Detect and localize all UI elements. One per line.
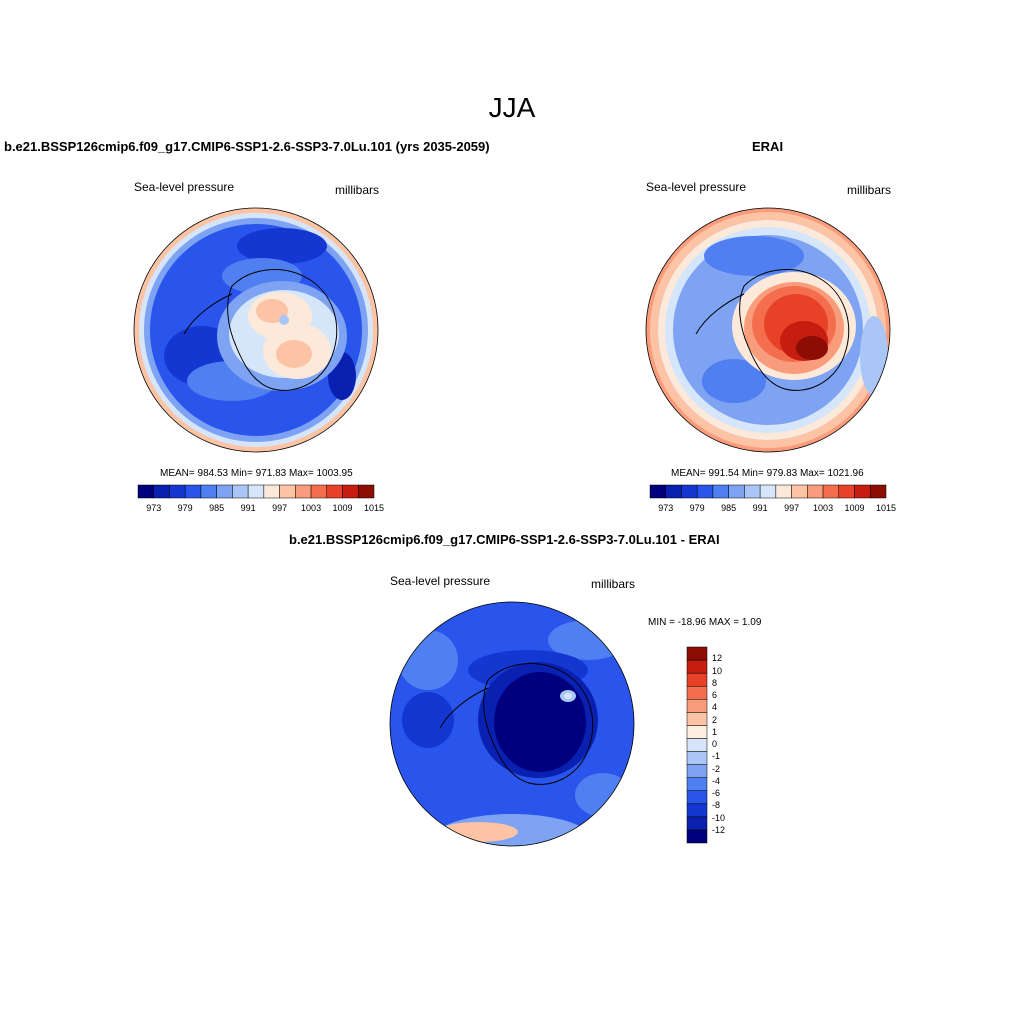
panel-3-colorbar-box (686, 672, 708, 687)
panel-1-colorbar-box (216, 484, 233, 499)
panel-2-colorbar-box (744, 484, 761, 499)
panel-1-colorbar-tick-label: 991 (240, 503, 256, 513)
panel-1-colorbar-box (200, 484, 217, 499)
panel-1-colorbar-box (342, 484, 359, 499)
panel-1-title: b.e21.BSSP126cmip6.f09_g17.CMIP6-SSP1-2.… (4, 139, 490, 154)
panel-3-colorbar-tick-label: -6 (712, 788, 721, 798)
panel-3-colorbar-box (686, 659, 708, 674)
panel-1-colorbar-tick-label: 1009 (332, 503, 353, 513)
panel-3-colorbar-tick-label: -10 (712, 812, 726, 823)
panel-2-stats: MEAN= 991.54 Min= 979.83 Max= 1021.96 (671, 468, 864, 479)
panel-3-colorbar-box (686, 790, 708, 805)
panel-1-colorbar-box (310, 484, 328, 499)
panel-3-colorbar-tick-label: 10 (712, 665, 723, 676)
panel-2-colorbar-box (712, 484, 729, 499)
panel-1-colorbar-tick-label: 1003 (301, 503, 322, 513)
panel-1-colorbar-tick-label: 973 (146, 503, 162, 513)
panel-1-variable-label: Sea-level pressure (134, 180, 235, 194)
panel-2-colorbar-tick-label: 1009 (844, 503, 865, 513)
panel-3-colorbar-box (686, 816, 708, 831)
panel-2-colorbar-box (791, 484, 808, 499)
panel-3-colorbar-tick-label: 0 (712, 739, 718, 749)
panel-2-units-label: millibars (847, 183, 892, 197)
panel-3-colorbar-tick-label: 1 (712, 726, 718, 737)
panel-3-colorbar-tick-label: 2 (712, 714, 718, 725)
panel-1-colorbar-tick-label: 1015 (363, 503, 385, 513)
panel-1-colorbar-tick-label: 979 (177, 503, 193, 513)
panel-3-stats: MIN = -18.96 MAX = 1.09 (648, 617, 762, 628)
panel-3-colorbar-box (686, 712, 708, 726)
panel-2-colorbar-tick-label: 1015 (875, 503, 897, 513)
panel-2-colorbar-box (870, 484, 887, 499)
panel-1-polar-map (133, 207, 379, 453)
panel-3-title: b.e21.BSSP126cmip6.f09_g17.CMIP6-SSP1-2.… (289, 532, 720, 547)
panel-3-units-label: millibars (591, 577, 636, 591)
panel-3-colorbar-tick-label: -12 (712, 824, 726, 835)
panel-1-colorbar-box (358, 484, 375, 499)
panel-3-polar-map (389, 601, 635, 847)
panel-2-colorbar-tick-label: 1003 (813, 503, 834, 513)
panel-2-colorbar-box (822, 484, 840, 499)
panel-1-colorbar-box (279, 484, 296, 499)
panel-2-colorbar-box (759, 484, 777, 499)
panel-1-stats: MEAN= 984.53 Min= 971.83 Max= 1003.95 (160, 468, 353, 479)
panel-3-colorbar-tick-label: 4 (712, 702, 718, 713)
panel-2-colorbar-tick-label: 985 (721, 503, 737, 513)
panel-3-colorbar-box (686, 764, 708, 778)
panel-3-colorbar-tick-label: -2 (712, 763, 721, 774)
panel-1-colorbar-box (232, 484, 249, 499)
panel-3-colorbar-box (686, 777, 708, 791)
panel-1-colorbar-tick-label: 997 (272, 503, 288, 513)
panel-2-colorbar-tick-label: 973 (658, 503, 674, 513)
panel-3-colorbar-box (686, 803, 708, 818)
panel-1-colorbar-box (295, 484, 312, 499)
panel-3-colorbar-box (686, 738, 708, 752)
panel-3-colorbar-box (686, 829, 708, 844)
panel-3-colorbar-tick-label: -1 (712, 751, 721, 762)
panel-1-colorbar-tick-label: 985 (209, 503, 225, 513)
figure-title: JJA (488, 92, 536, 123)
panel-2-colorbar-tick-label: 997 (784, 503, 800, 513)
panel-2-polar-map (645, 207, 891, 453)
panel-3-colorbar-tick-label: 12 (712, 653, 723, 664)
panel-3-colorbar-box (686, 646, 708, 661)
panel-3-colorbar-tick-label: 6 (712, 690, 718, 700)
panel-2-colorbar-box (807, 484, 824, 499)
panel-1-colorbar-box (326, 484, 343, 499)
panel-1-colorbar-box (153, 484, 170, 499)
panel-3-colorbar-box (686, 699, 708, 713)
panel-3-colorbar-tick-label: -4 (712, 775, 721, 786)
panel-2-colorbar-box (649, 484, 666, 499)
panel-2-colorbar-box (696, 484, 714, 499)
panel-3-colorbar-box (686, 725, 708, 739)
panel-1-colorbar (137, 484, 375, 499)
panel-3-colorbar-tick-label: -8 (712, 800, 721, 811)
panel-2-colorbar-tick-label: 991 (752, 503, 768, 513)
panel-2-colorbar-box (728, 484, 745, 499)
panel-1-units-label: millibars (335, 183, 380, 197)
panel-3-colorbar-box (686, 685, 708, 700)
panel-2-colorbar-box (681, 484, 698, 499)
panel-1-colorbar-box (263, 484, 280, 499)
panel-2-colorbar (649, 484, 887, 499)
panel-3-colorbar-box (686, 751, 708, 765)
panel-3-variable-label: Sea-level pressure (390, 574, 491, 588)
panel-3-colorbar-tick-label: 8 (712, 677, 718, 688)
panel-1-colorbar-box (184, 484, 202, 499)
panel-1-colorbar-box (247, 484, 265, 499)
panel-2-title: ERAI (752, 139, 784, 154)
panel-2-colorbar-box (775, 484, 792, 499)
panel-1-colorbar-box (137, 484, 154, 499)
panel-3-colorbar (686, 646, 708, 844)
panel-2-variable-label: Sea-level pressure (646, 180, 747, 194)
panel-2-colorbar-box (838, 484, 855, 499)
panel-1-colorbar-box (169, 484, 186, 499)
panel-2-colorbar-box (665, 484, 682, 499)
panel-2-colorbar-box (854, 484, 871, 499)
panel-2-colorbar-tick-label: 979 (689, 503, 705, 513)
